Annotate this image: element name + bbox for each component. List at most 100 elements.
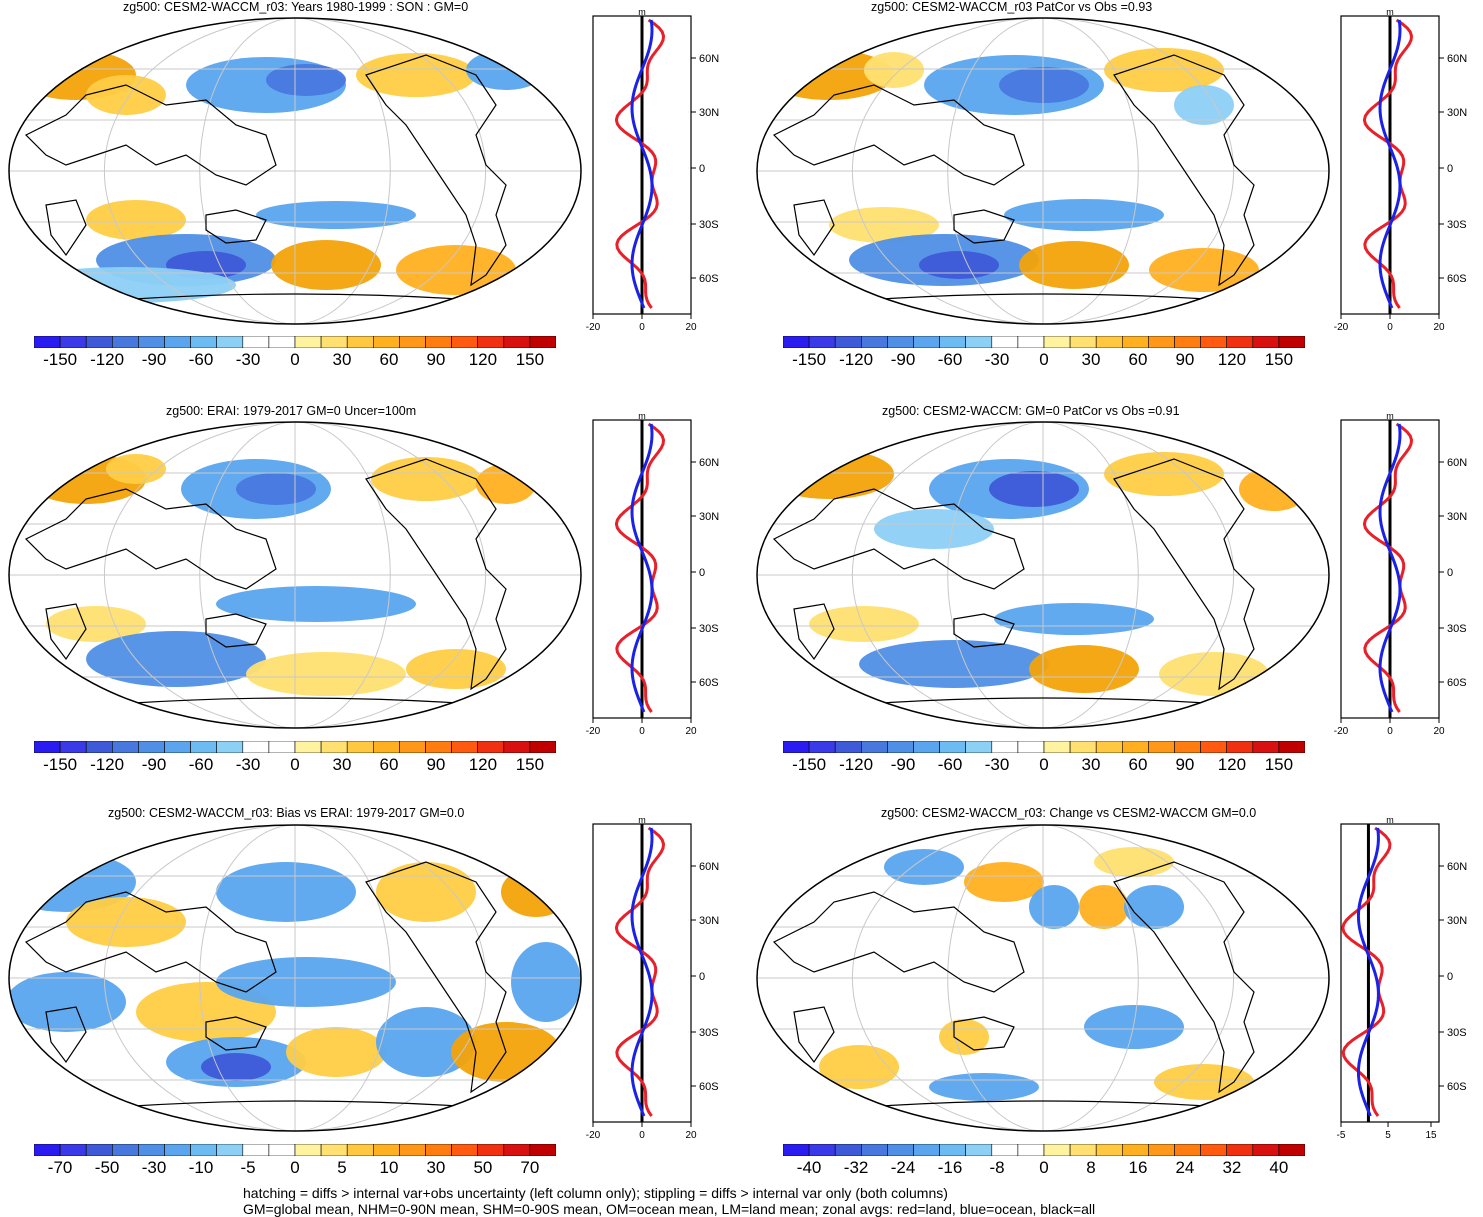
zonal-x-tick: 20: [1433, 726, 1445, 737]
map-panel-3: [8, 421, 582, 729]
colorbar-tick-label: 70: [520, 1158, 540, 1177]
panel-title-6: zg500: CESM2-WACCM_r03: Change vs CESM2-…: [881, 806, 1257, 820]
zonal-plot-4: m 60N 30N 0 30S 60S -20 0 20: [1334, 411, 1467, 737]
colorbar-tick-label: 8: [1086, 1158, 1096, 1177]
colorbar-tick-label: -60: [937, 755, 963, 774]
zonal-lat-tick: 30S: [699, 219, 719, 231]
colorbar-tick-label: -150: [43, 755, 78, 774]
zonal-lat-tick: 0: [1447, 567, 1453, 579]
zonal-x-tick: 5: [1385, 1130, 1391, 1141]
colorbar-swatches: [782, 1143, 1306, 1157]
colorbar-tick-label: -30: [235, 755, 261, 774]
colorbar-swatches: [33, 740, 557, 754]
zonal-ocean-line: [630, 19, 654, 309]
map-panel-5: [8, 824, 582, 1132]
colorbar-tick-label: -150: [792, 350, 827, 369]
colorbar-tick-label: -90: [141, 755, 167, 774]
zonal-ocean-line: [1378, 423, 1402, 713]
colorbar-swatches: [33, 335, 557, 349]
colorbar-2: -150 -120 -90 -60 -30 0 30 60 90 120 150: [782, 335, 1306, 369]
zonal-x-tick: 20: [1433, 322, 1445, 333]
zonal-x-tick: -20: [1334, 726, 1349, 737]
zonal-plot-2: m 60N 30N 0 30S 60S -20 0 20: [1334, 7, 1467, 333]
colorbar-tick-label: 24: [1175, 1158, 1195, 1177]
zonal-x-tick: 20: [685, 726, 697, 737]
colorbar-tick-label: 10: [379, 1158, 399, 1177]
colorbar-swatches: [33, 1143, 557, 1157]
zonal-x-tick: -20: [586, 1130, 601, 1141]
zonal-unit-label: m: [638, 815, 646, 825]
panel-title-5: zg500: CESM2-WACCM_r03: Bias vs ERAI: 19…: [108, 806, 465, 820]
zonal-lat-tick: 60N: [699, 457, 719, 469]
colorbar-tick-label: -90: [890, 350, 916, 369]
zonal-lat-tick: 30S: [699, 623, 719, 635]
colorbar-swatches: [782, 740, 1306, 754]
zonal-unit-label: m: [638, 7, 646, 17]
colorbar-tick-label: -50: [94, 1158, 120, 1177]
colorbar-tick-label: 90: [426, 350, 446, 369]
colorbar-tick-label: -24: [890, 1158, 916, 1177]
colorbar-tick-label: -40: [796, 1158, 822, 1177]
colorbar-tick-label: 0: [290, 1158, 300, 1177]
zonal-x-tick: 20: [685, 322, 697, 333]
colorbar-tick-label: 60: [1128, 350, 1148, 369]
colorbar-tick-label: 30: [332, 350, 352, 369]
zonal-ocean-line: [1378, 19, 1402, 309]
colorbar-tick-label: 0: [1039, 1158, 1049, 1177]
zonal-land-line: [614, 422, 666, 713]
zonal-x-tick: 0: [639, 322, 645, 333]
zonal-lat-tick: 0: [699, 971, 705, 983]
zonal-unit-label: m: [1386, 815, 1394, 825]
colorbar-tick-label: 0: [290, 755, 300, 774]
zonal-lat-tick: 60N: [1447, 53, 1467, 65]
colorbar-tick-label: -8: [989, 1158, 1005, 1177]
zonal-lat-tick: 30S: [1447, 1027, 1467, 1039]
zonal-x-tick: 20: [685, 1130, 697, 1141]
colorbar-5: -70 -50 -30 -10 -5 0 5 10 30 50 70: [33, 1143, 557, 1177]
zonal-lat-tick: 30S: [699, 1027, 719, 1039]
colorbar-tick-label: -150: [43, 350, 78, 369]
zonal-lat-tick: 30N: [1447, 915, 1467, 927]
colorbar-tick-label: 30: [1081, 350, 1101, 369]
zonal-ocean-line: [1356, 827, 1380, 1117]
zonal-x-tick: -5: [1337, 1130, 1346, 1141]
colorbar-tick-label: -16: [937, 1158, 963, 1177]
colorbar-tick-label: 150: [1264, 755, 1294, 774]
zonal-lat-tick: 0: [1447, 163, 1453, 175]
zonal-lat-tick: 0: [699, 163, 705, 175]
colorbar-tick-label: -30: [141, 1158, 167, 1177]
zonal-unit-label: m: [1386, 7, 1394, 17]
colorbar-tick-label: 30: [426, 1158, 446, 1177]
colorbar-tick-label: 120: [1217, 755, 1247, 774]
zonal-lat-tick: 60N: [699, 53, 719, 65]
zonal-x-tick: 0: [1387, 726, 1393, 737]
zonal-ocean-line: [630, 423, 654, 713]
zonal-x-tick: -20: [586, 322, 601, 333]
zonal-unit-label: m: [1386, 411, 1394, 421]
zonal-x-tick: -20: [586, 726, 601, 737]
zonal-land-line: [1362, 18, 1414, 309]
colorbar-tick-label: -60: [937, 350, 963, 369]
zonal-lat-tick: 60S: [1447, 273, 1467, 285]
colorbar-tick-label: -5: [240, 1158, 256, 1177]
colorbar-tick-label: 150: [515, 350, 545, 369]
zonal-lat-tick: 60N: [699, 861, 719, 873]
colorbar-tick-label: 30: [332, 755, 352, 774]
colorbar-tick-label: -30: [984, 350, 1010, 369]
zonal-lat-tick: 60S: [699, 1081, 719, 1093]
map-panel-1: [8, 17, 582, 325]
zonal-lat-tick: 0: [1447, 971, 1453, 983]
zonal-land-line: [614, 18, 666, 309]
caption-line-1: hatching = diffs > internal var+obs unce…: [243, 1185, 948, 1201]
colorbar-tick-label: -90: [890, 755, 916, 774]
zonal-lat-tick: 30N: [1447, 511, 1467, 523]
colorbar-tick-label: 150: [1264, 350, 1294, 369]
colorbar-tick-label: 50: [473, 1158, 493, 1177]
zonal-land-line: [1341, 826, 1392, 1117]
zonal-x-tick: 0: [639, 1130, 645, 1141]
zonal-lat-tick: 0: [699, 567, 705, 579]
colorbar-tick-label: 90: [1175, 755, 1195, 774]
colorbar-tick-label: -150: [792, 755, 827, 774]
colorbar-tick-label: 32: [1222, 1158, 1242, 1177]
zonal-lat-tick: 60S: [699, 273, 719, 285]
